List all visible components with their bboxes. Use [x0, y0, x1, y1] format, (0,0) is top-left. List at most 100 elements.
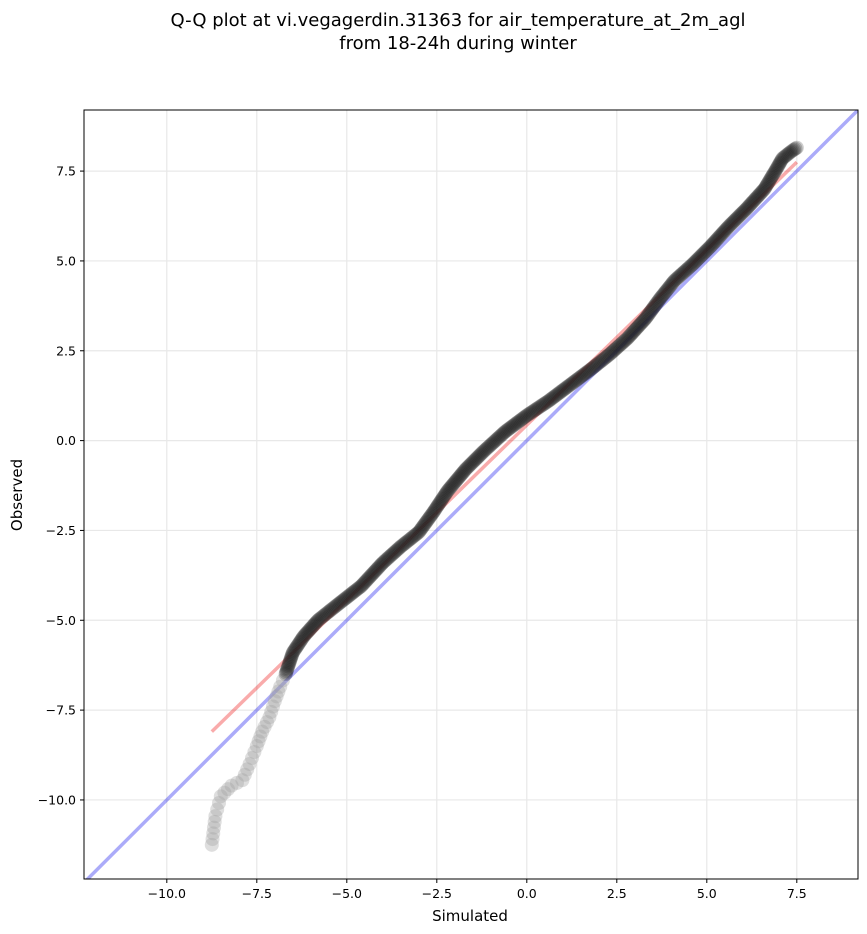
quantile-point — [755, 184, 770, 199]
quantile-point — [370, 561, 385, 576]
quantile-point — [359, 573, 374, 588]
y-tick-label: 7.5 — [56, 164, 76, 179]
quantile-point — [704, 238, 719, 253]
quantile-point — [260, 715, 274, 730]
quantile-point — [619, 332, 634, 347]
quantile-point — [661, 281, 676, 296]
quantile-point — [424, 508, 439, 523]
fit-line — [210, 160, 799, 733]
quantile-point — [598, 350, 613, 365]
quantile-point — [674, 267, 689, 282]
quantile-point — [350, 582, 365, 597]
quantile-point — [777, 149, 792, 164]
quantile-point — [253, 729, 268, 744]
quantile-point — [630, 320, 645, 335]
quantile-point — [489, 432, 504, 447]
quantile-point — [764, 169, 779, 184]
quantile-point — [313, 611, 328, 626]
quantile-point — [439, 485, 454, 500]
quantile-point — [638, 311, 653, 326]
quantile-point — [213, 789, 228, 804]
quantile-point — [740, 200, 755, 215]
quantile-point — [723, 217, 738, 232]
quantile-point — [461, 458, 476, 473]
quantile-point — [702, 240, 717, 255]
quantile-point — [416, 518, 431, 533]
quantile-point — [584, 361, 599, 376]
quantile-point — [708, 233, 723, 248]
quantile-point — [436, 490, 451, 505]
quantile-point — [458, 462, 473, 477]
quantile-point — [363, 568, 378, 583]
quantile-point — [731, 209, 746, 224]
quantile-point — [311, 613, 325, 628]
quantile-point — [434, 493, 449, 508]
quantile-point — [540, 394, 555, 409]
quantile-point — [763, 172, 778, 187]
quantile-point — [296, 629, 311, 644]
quantile-point — [733, 207, 748, 222]
grid — [84, 110, 858, 879]
quantile-point — [451, 470, 466, 485]
quantile-point — [523, 405, 538, 420]
quantile-point — [297, 628, 312, 643]
quantile-point — [427, 504, 442, 519]
quantile-point — [655, 289, 670, 304]
quantile-point — [242, 757, 257, 772]
quantile-point — [264, 704, 279, 719]
quantile-point — [673, 268, 688, 283]
quantile-point — [717, 224, 732, 239]
quantile-point — [681, 260, 696, 275]
quantile-point — [368, 563, 383, 578]
quantile-point — [620, 331, 635, 346]
quantile-point — [384, 548, 399, 563]
quantile-point — [753, 186, 768, 201]
quantile-point — [326, 600, 341, 615]
quantile-point — [653, 291, 667, 306]
quantile-point — [626, 324, 641, 339]
quantile-point — [583, 362, 598, 377]
quantile-point — [366, 566, 381, 581]
quantile-point — [754, 185, 769, 200]
quantile-point — [294, 632, 309, 647]
quantile-point — [600, 349, 615, 364]
quantile-point — [329, 598, 343, 613]
quantile-point — [507, 417, 522, 432]
quantile-point — [440, 483, 455, 498]
quantile-point — [431, 497, 446, 512]
quantile-point — [522, 406, 537, 421]
quantile-point — [212, 795, 226, 810]
quantile-point — [741, 199, 756, 214]
quantile-point — [645, 302, 660, 317]
quantile-point — [652, 292, 667, 307]
quantile-point — [447, 475, 462, 490]
quantile-point — [418, 516, 433, 531]
quantile-point — [521, 407, 536, 422]
quantile-point — [262, 710, 277, 725]
quantile-point — [349, 583, 364, 598]
quantile-point — [286, 644, 301, 659]
quantile-point — [487, 434, 502, 449]
quantile-point — [400, 534, 415, 549]
quantile-point — [352, 580, 367, 595]
quantile-point — [574, 369, 589, 384]
quantile-point — [354, 579, 369, 594]
quantile-point — [317, 608, 332, 623]
quantile-point — [378, 553, 393, 568]
quantile-point — [397, 536, 412, 551]
quantile-point — [718, 223, 733, 238]
quantile-point — [464, 456, 479, 471]
quantile-point — [406, 529, 421, 544]
quantile-point — [402, 532, 417, 547]
quantile-point — [474, 446, 489, 461]
quantile-point — [617, 334, 631, 349]
quantile-point — [514, 412, 529, 427]
quantile-point — [677, 265, 691, 280]
quantile-point — [593, 354, 608, 369]
quantile-point — [483, 437, 498, 452]
quantile-point — [691, 251, 706, 266]
quantile-point — [533, 399, 548, 414]
quantile-point — [437, 487, 452, 502]
quantile-point — [672, 269, 687, 284]
quantile-point — [633, 317, 648, 332]
